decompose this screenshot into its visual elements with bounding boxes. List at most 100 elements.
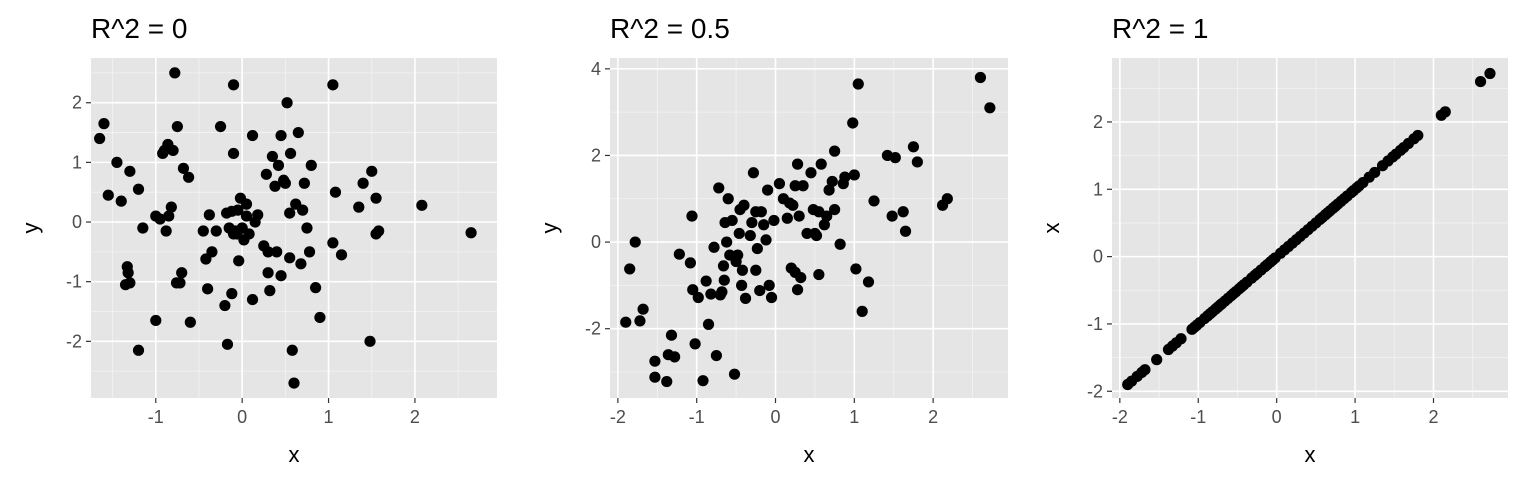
data-point (275, 270, 287, 282)
y-tick-label: -1 (66, 272, 82, 292)
data-point (726, 214, 738, 227)
data-point (167, 144, 179, 157)
data-point (364, 335, 376, 347)
data-point (856, 305, 868, 317)
data-point (366, 165, 378, 177)
data-point (284, 207, 296, 219)
data-point (124, 277, 136, 289)
data-point (260, 168, 272, 180)
data-point (150, 314, 162, 327)
data-point (264, 285, 276, 297)
data-point (279, 177, 291, 189)
data-point (240, 198, 253, 210)
x-tick-label: 1 (849, 407, 859, 427)
data-point (747, 167, 760, 179)
x-tick-label: 0 (1272, 407, 1282, 427)
data-point (862, 276, 875, 288)
data-point (137, 222, 149, 234)
data-point (219, 299, 231, 312)
data-point (210, 225, 222, 237)
data-point (329, 186, 342, 198)
x-axis-title: x (1305, 442, 1316, 467)
x-axis-title: x (289, 442, 300, 467)
data-point (738, 199, 750, 211)
data-point (634, 315, 646, 327)
data-point (700, 275, 712, 287)
data-point (762, 184, 774, 196)
data-point (252, 209, 264, 221)
y-tick-label: 0 (1093, 247, 1103, 267)
data-point (620, 316, 632, 328)
data-point (286, 344, 298, 356)
data-point (309, 282, 322, 294)
data-point (1369, 166, 1381, 179)
data-point (721, 236, 733, 248)
data-point (169, 67, 181, 79)
data-point (907, 141, 920, 153)
data-point (847, 117, 859, 129)
data-point (203, 209, 215, 221)
data-point (673, 248, 685, 260)
data-point (281, 97, 293, 109)
data-point (829, 203, 841, 216)
data-point (665, 329, 678, 341)
data-point (716, 286, 728, 298)
data-point (629, 236, 641, 248)
x-tick-label: 1 (1350, 407, 1360, 427)
points (1122, 67, 1496, 391)
data-point (176, 267, 188, 279)
data-point (815, 158, 827, 170)
y-axis-title: y (18, 223, 43, 234)
points (94, 67, 477, 389)
data-point (686, 210, 698, 222)
data-point (722, 193, 734, 205)
panel-title: R^2 = 0.5 (610, 13, 730, 44)
data-point (1175, 333, 1187, 345)
data-point (649, 371, 661, 383)
data-point (848, 169, 860, 181)
data-point (301, 222, 313, 234)
data-point (94, 132, 106, 145)
data-point (111, 156, 123, 168)
data-point (297, 204, 309, 216)
y-tick-label: 2 (72, 93, 82, 113)
data-point (1484, 67, 1496, 80)
data-point (284, 147, 297, 160)
data-point (246, 129, 259, 142)
data-point (269, 180, 281, 192)
data-point (295, 258, 307, 270)
data-point (852, 78, 864, 90)
data-point (739, 292, 752, 304)
data-point (705, 288, 717, 300)
data-point (899, 225, 912, 237)
data-point (305, 159, 317, 171)
data-point (266, 150, 279, 163)
data-point (102, 189, 114, 201)
data-point (974, 71, 987, 84)
y-tick-label: 4 (591, 59, 601, 79)
data-point (829, 145, 841, 157)
data-point (132, 183, 145, 195)
data-point (746, 216, 758, 229)
data-point (240, 210, 253, 222)
data-point (243, 228, 255, 240)
data-point (787, 199, 799, 211)
data-point (171, 120, 183, 133)
y-axis-title: y (537, 223, 562, 234)
axes: -2 -1 0 1 2 -2 0 2 4 (585, 58, 1008, 427)
data-point (689, 338, 701, 350)
data-point (124, 165, 136, 177)
data-point (886, 210, 898, 222)
data-point (1151, 354, 1163, 366)
data-point (754, 284, 766, 297)
data-point (292, 126, 304, 139)
data-point (763, 279, 775, 291)
data-point (755, 206, 767, 218)
data-point (163, 210, 175, 222)
data-point (744, 229, 756, 242)
data-point (713, 182, 725, 194)
panel-background (610, 58, 1008, 398)
data-point (765, 291, 778, 304)
data-point (262, 246, 274, 258)
y-tick-label: 2 (591, 145, 601, 165)
